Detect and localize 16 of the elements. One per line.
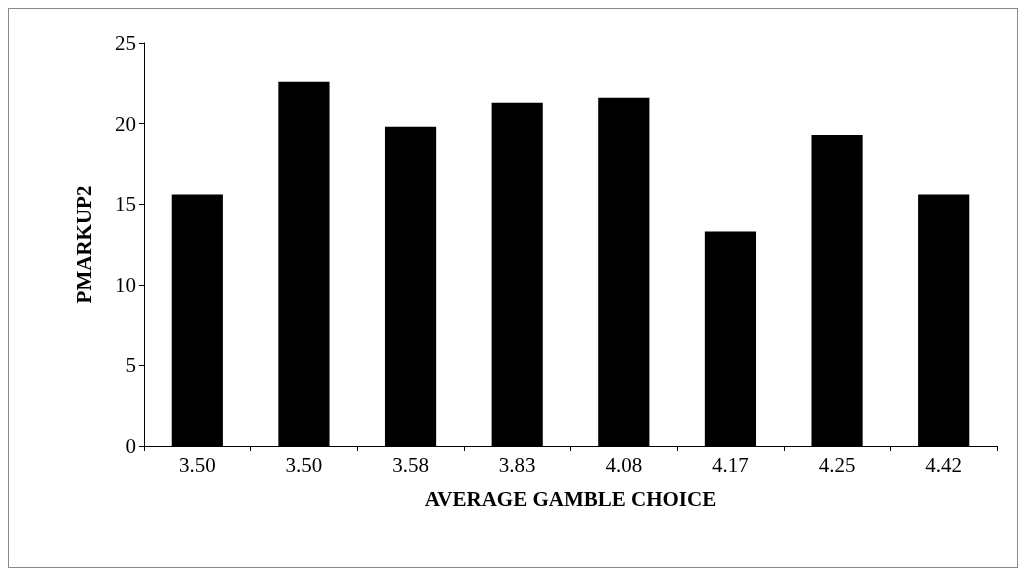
x-tick-label: 3.50 xyxy=(178,452,216,477)
x-tick-label: 3.58 xyxy=(392,452,429,477)
x-tick-label: 4.08 xyxy=(605,452,643,477)
y-tick-label: 25 xyxy=(115,31,136,55)
x-axis-title: AVERAGE GAMBLE CHOICE xyxy=(424,486,717,511)
x-tick-label: 3.50 xyxy=(285,452,323,477)
x-tick-label: 4.42 xyxy=(925,452,963,477)
y-tick-label: 0 xyxy=(125,434,136,458)
y-tick-label: 15 xyxy=(115,192,136,217)
x-tick-label: 4.17 xyxy=(712,452,749,477)
y-tick-label: 20 xyxy=(115,111,136,136)
y-tick-label: 5 xyxy=(125,353,136,378)
x-tick-label: 3.83 xyxy=(498,452,536,477)
y-axis-title: PMARKUP2 xyxy=(71,185,96,304)
y-tick-label: 10 xyxy=(115,272,136,297)
x-tick-label: 4.25 xyxy=(818,452,856,477)
